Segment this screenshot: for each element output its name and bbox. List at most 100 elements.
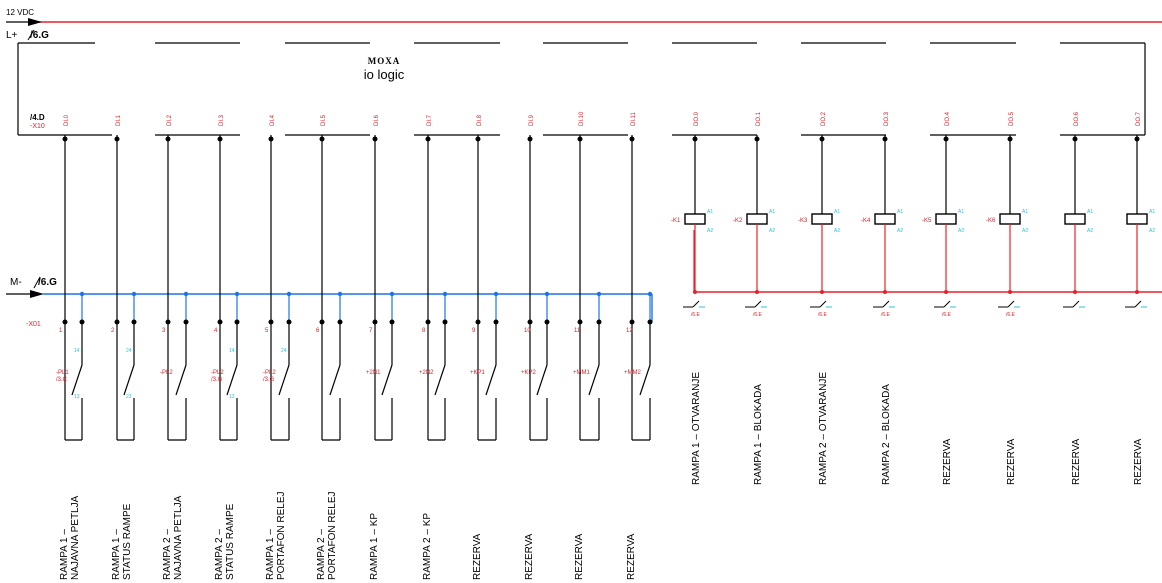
- relay-coil: [811, 213, 833, 225]
- terminal-node: [114, 319, 120, 325]
- coil-terminal-top: A1: [897, 209, 903, 215]
- contact-ref: /6.E: [753, 312, 763, 318]
- relay-coil: [1064, 213, 1086, 225]
- input-pin-label: DI.4: [270, 114, 276, 126]
- coil-terminal-bottom: A2: [834, 228, 840, 234]
- input-description-line2: NAJAVNA PETLJA: [70, 495, 81, 580]
- input-pin-node: [629, 136, 635, 142]
- device-tag: +MM1: [573, 370, 591, 376]
- input-description-line2: PORTAFON RELEJ: [327, 491, 338, 580]
- input-pin-node: [319, 136, 325, 142]
- contact-bottom-number: 13: [74, 394, 80, 400]
- coil-terminal-bottom: A2: [1087, 228, 1093, 234]
- coil-terminal-top: A1: [707, 209, 713, 215]
- relay-coil: [935, 213, 957, 225]
- terminal-node: [475, 319, 481, 325]
- positive-rail-label: L+: [6, 30, 18, 41]
- input-pin-node: [268, 136, 274, 142]
- input-description: RAMPA 1 –: [111, 529, 122, 580]
- input-pin-label: DI.6: [374, 114, 380, 126]
- input-description: RAMPA 2 –: [162, 529, 173, 580]
- terminal-node: [268, 319, 274, 325]
- output-circuit: DO.4 A1 A2 -K5/6.E REZERVA: [922, 111, 964, 485]
- switch-contact: [588, 364, 600, 396]
- input-description: RAMPA 1 –: [265, 529, 276, 580]
- input-pin-node: [165, 136, 171, 142]
- switch-contact: [123, 364, 135, 396]
- bus-node: [1073, 290, 1077, 294]
- switch-contact: [536, 364, 548, 396]
- terminal-number: 1: [59, 328, 63, 334]
- relay-tag: -K3: [798, 218, 808, 224]
- coil-terminal-top: A1: [834, 209, 840, 215]
- output-circuit: DO.5 A1 A2 -K6/6.E REZERVA: [986, 111, 1028, 485]
- contact-ref: /6.E: [691, 312, 701, 318]
- input-pin-node: [527, 136, 533, 142]
- device-tag: +MM2: [624, 370, 642, 376]
- output-circuit: DO.3 A1 A2 -K4/6.E RAMPA 2 – BLOKADA: [861, 111, 903, 485]
- relay-coil: [746, 213, 768, 225]
- output-description: RAMPA 1 – BLOKADA: [753, 384, 764, 485]
- input-pin-label: DI.2: [167, 114, 173, 126]
- terminal-node: [372, 319, 378, 325]
- output-pin-label: DO.4: [945, 111, 951, 126]
- contact-symbol: [692, 300, 700, 308]
- relay-coil: [684, 213, 706, 225]
- terminal-node: [62, 319, 68, 325]
- input-description: RAMPA 2 – KP: [422, 513, 433, 580]
- positive-rail-ref: /6.G: [30, 30, 49, 41]
- input-pin-node: [372, 136, 378, 142]
- input-description: REZERVA: [524, 533, 535, 580]
- contact-ref: /6.E: [1006, 312, 1016, 318]
- input-circuit: DI.0 1 14 13 -PL1/3.C RAMPA 1 – NAJAVNA PETLJA: [56, 114, 85, 580]
- output-pin-node: [943, 136, 949, 142]
- input-description: RAMPA 2 –: [316, 529, 327, 580]
- input-pin-node: [425, 136, 431, 142]
- relay-coil: [1126, 213, 1148, 225]
- relay-coil: [999, 213, 1021, 225]
- coil-terminal-bottom: A2: [769, 228, 775, 234]
- contact-symbol: [1072, 300, 1080, 308]
- input-pin-label: DI.7: [427, 114, 433, 126]
- bus-node: [820, 290, 824, 294]
- input-pin-node: [217, 136, 223, 142]
- terminal-node: [527, 319, 533, 325]
- output-pin-node: [1134, 136, 1140, 142]
- terminal-node: [319, 319, 325, 325]
- output-description: REZERVA: [1006, 438, 1017, 485]
- terminal-number: 7: [369, 328, 373, 334]
- output-description: REZERVA: [942, 438, 953, 485]
- bus-node: [755, 290, 759, 294]
- coil-terminal-top: A1: [1149, 209, 1155, 215]
- output-circuit: DO.6 A1 A2 REZERVA: [1063, 111, 1093, 485]
- terminal-number: 4: [214, 328, 218, 334]
- output-pin-label: DO.5: [1009, 111, 1015, 126]
- switch-contact: [278, 364, 290, 396]
- output-pin-node: [819, 136, 825, 142]
- terminal-number: 5: [265, 328, 269, 334]
- switch-contact: [485, 364, 497, 396]
- terminal-number: 12: [626, 328, 633, 334]
- input-description: RAMPA 1 –: [59, 529, 70, 580]
- bus-node: [944, 290, 948, 294]
- contact-ref: /6.E: [881, 312, 891, 318]
- input-circuit: DI.7 8 +2N2 RAMPA 2 – KP: [419, 114, 448, 580]
- device-tag: /3.G: [211, 377, 223, 383]
- input-description-line2: STATUS RAMPE: [225, 503, 236, 580]
- terminal-node: [425, 319, 431, 325]
- device-tag: +KP2: [521, 370, 537, 376]
- terminal-strip-label: -X01: [26, 321, 41, 328]
- output-description: REZERVA: [1071, 438, 1082, 485]
- output-pin-label: DO.0: [694, 111, 700, 126]
- output-pin-node: [754, 136, 760, 142]
- input-description: REZERVA: [626, 533, 637, 580]
- output-pin-label: DO.3: [884, 111, 890, 126]
- coil-terminal-top: A1: [958, 209, 964, 215]
- device-tag: -PL2: [263, 370, 276, 376]
- relay-tag: -K2: [733, 218, 743, 224]
- device-tag: +KP1: [470, 370, 486, 376]
- output-pin-node: [692, 136, 698, 142]
- terminal-number: 3: [162, 328, 166, 334]
- device-tag: -PL2: [211, 370, 224, 376]
